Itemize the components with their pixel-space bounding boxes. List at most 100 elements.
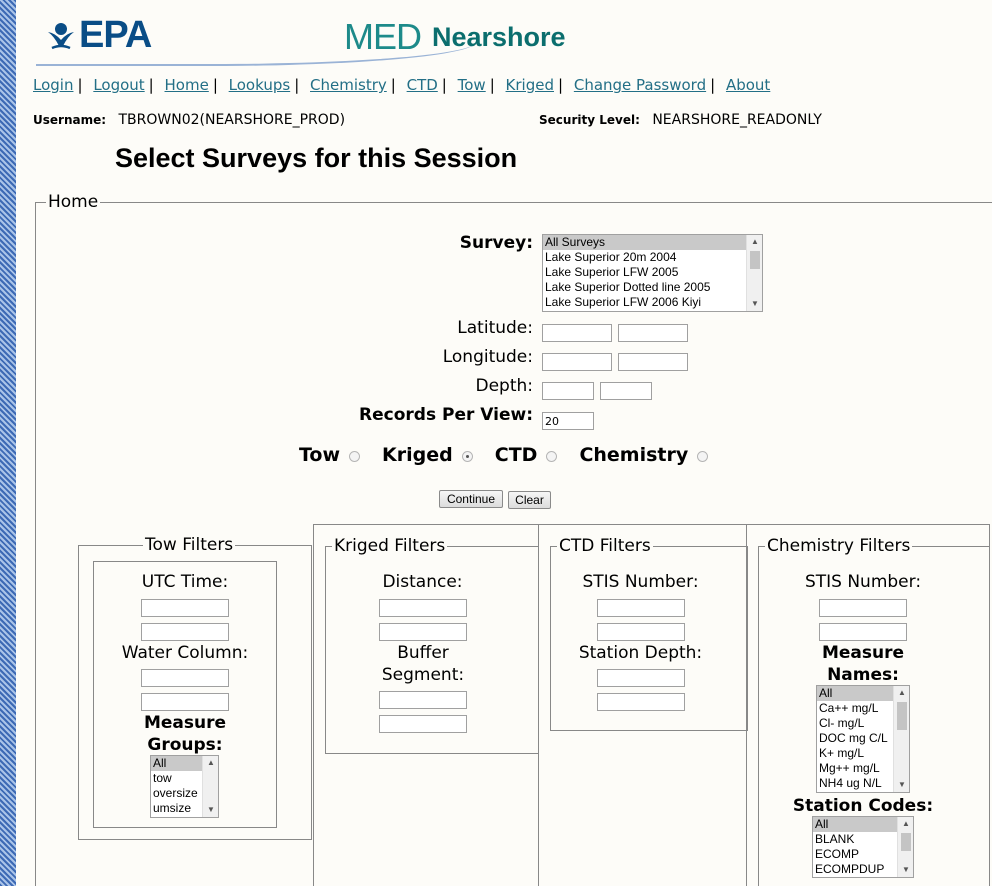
list-item[interactable]: K+ mg/L [819, 746, 865, 760]
brand-nearshore: Nearshore [432, 22, 566, 52]
username-line: Username: TBROWN02(NEARSHORE_PROD) [33, 112, 345, 128]
chemistry-filters-fieldset: Chemistry Filters [758, 536, 990, 886]
depth-max-input[interactable] [600, 382, 652, 400]
nav-home[interactable]: Home [164, 76, 209, 94]
scroll-up-icon[interactable]: ▲ [902, 819, 910, 828]
kriged-filters-fieldset: Kriged Filters [325, 536, 539, 754]
dataset-radio-group: Tow Kriged CTD Chemistry [299, 444, 709, 466]
list-item[interactable]: tow [153, 771, 172, 785]
ctd-stis-min-input[interactable] [597, 599, 685, 617]
chem-stis-min-input[interactable] [819, 599, 907, 617]
brand-med: MED [344, 16, 422, 57]
survey-listbox[interactable]: All Surveys Lake Superior 20m 2004 Lake … [542, 234, 763, 312]
radio-kriged[interactable] [461, 450, 473, 462]
chem-station-codes-listbox[interactable]: All BLANK ECOMP ECOMPDUP ▲ ▼ [812, 816, 914, 878]
ctd-depth-min-input[interactable] [597, 669, 685, 687]
scroll-up-icon[interactable]: ▲ [751, 237, 759, 246]
radio-chemistry[interactable] [697, 450, 709, 462]
security-line: Security Level: NEARSHORE_READONLY [539, 112, 822, 128]
nav-kriged[interactable]: Kriged [505, 76, 554, 94]
kriged-distance-max-input[interactable] [379, 623, 467, 641]
survey-option[interactable]: Lake Superior LFW 2005 [545, 265, 679, 279]
list-item[interactable]: oversize [153, 786, 198, 800]
latitude-min-input[interactable] [542, 324, 612, 342]
tow-water-max-input[interactable] [141, 693, 229, 711]
list-item[interactable]: All [151, 756, 218, 771]
list-item[interactable]: umsize [153, 801, 192, 815]
nav-lookups[interactable]: Lookups [228, 76, 291, 94]
kriged-buffer-max-input[interactable] [379, 715, 467, 733]
list-item[interactable]: All [817, 686, 909, 701]
kriged-buffer-min-input[interactable] [379, 691, 467, 709]
tow-water-min-input[interactable] [141, 669, 229, 687]
kriged-filters-legend: Kriged Filters [334, 536, 446, 556]
records-per-view-input[interactable] [542, 412, 594, 430]
radio-ctd[interactable] [546, 450, 558, 462]
header-swoosh [36, 26, 476, 66]
scroll-up-icon[interactable]: ▲ [207, 758, 215, 767]
survey-option[interactable]: All Surveys [543, 235, 762, 250]
epa-logo[interactable]: EPA [45, 14, 152, 57]
survey-option[interactable]: Lake Superior Dotted line 2005 [545, 280, 711, 294]
tow-utc-label: UTC Time: [141, 572, 229, 592]
home-fieldset: Home [35, 192, 992, 886]
chem-measure-names-listbox[interactable]: All Ca++ mg/L Cl- mg/L DOC mg C/L K+ mg/… [816, 685, 910, 793]
survey-option[interactable]: Lake Superior 20m 2004 [545, 250, 677, 264]
username-label: Username: [33, 113, 107, 127]
tow-measure-groups-listbox[interactable]: All tow oversize umsize ▲ ▼ [150, 755, 219, 818]
epa-flower-icon [48, 22, 74, 49]
latitude-max-input[interactable] [618, 324, 688, 342]
ctd-filters-legend: CTD Filters [559, 536, 651, 556]
tow-groups-scrollbar[interactable]: ▲ ▼ [202, 756, 218, 817]
continue-button[interactable]: Continue [439, 490, 503, 508]
list-item[interactable]: BLANK [815, 832, 855, 846]
nav-login[interactable]: Login [33, 76, 74, 94]
nav-about[interactable]: About [725, 76, 771, 94]
scroll-down-icon[interactable]: ▼ [751, 299, 759, 308]
left-stripe [0, 0, 16, 886]
security-label: Security Level: [539, 113, 640, 127]
page-title: Select Surveys for this Session [115, 143, 518, 173]
tow-filters-fieldset: Tow Filters [78, 535, 312, 840]
chem-codes-scrollbar[interactable]: ▲ ▼ [897, 817, 913, 877]
tow-utc-min-input[interactable] [141, 599, 229, 617]
nav-change-password[interactable]: Change Password [573, 76, 707, 94]
survey-option[interactable]: Lake Superior LFW 2006 Kiyi [545, 295, 702, 309]
scroll-down-icon[interactable]: ▼ [902, 865, 910, 874]
nav-logout[interactable]: Logout [93, 76, 145, 94]
tow-filters-legend: Tow Filters [145, 535, 234, 555]
radio-tow[interactable] [349, 450, 361, 462]
longitude-max-input[interactable] [618, 353, 688, 371]
nav-tow[interactable]: Tow [457, 76, 486, 94]
epa-logo-text: EPA [79, 14, 152, 56]
scroll-down-icon[interactable]: ▼ [207, 805, 215, 814]
list-item[interactable]: Cl- mg/L [819, 716, 865, 730]
list-item[interactable]: NH4 ug N/L [819, 776, 882, 790]
scroll-down-icon[interactable]: ▼ [898, 780, 906, 789]
longitude-label: Longitude: [442, 347, 533, 367]
list-item[interactable]: Ca++ mg/L [819, 701, 879, 715]
kriged-distance-min-input[interactable] [379, 599, 467, 617]
list-item[interactable]: All [813, 817, 913, 832]
ctd-depth-max-input[interactable] [597, 693, 685, 711]
depth-label: Depth: [475, 376, 533, 396]
list-item[interactable]: ECOMP [815, 847, 860, 861]
home-legend: Home [48, 192, 99, 212]
chem-stis-max-input[interactable] [819, 623, 907, 641]
nav-ctd[interactable]: CTD [406, 76, 438, 94]
nav-chemistry[interactable]: Chemistry [310, 76, 387, 94]
survey-scrollbar[interactable]: ▲ ▼ [746, 235, 762, 311]
clear-button[interactable]: Clear [508, 491, 551, 509]
ctd-stis-max-input[interactable] [597, 623, 685, 641]
radio-tow-label: Tow [299, 444, 341, 466]
depth-min-input[interactable] [542, 382, 594, 400]
chem-names-scrollbar[interactable]: ▲ ▼ [893, 686, 909, 792]
scroll-up-icon[interactable]: ▲ [898, 688, 906, 697]
tow-utc-max-input[interactable] [141, 623, 229, 641]
longitude-min-input[interactable] [542, 353, 612, 371]
chemistry-filters-legend: Chemistry Filters [767, 536, 911, 556]
list-item[interactable]: DOC mg C/L [819, 731, 888, 745]
list-item[interactable]: Mg++ mg/L [819, 761, 880, 775]
list-item[interactable]: ECOMPDUP [815, 862, 885, 876]
latitude-label: Latitude: [457, 318, 533, 338]
